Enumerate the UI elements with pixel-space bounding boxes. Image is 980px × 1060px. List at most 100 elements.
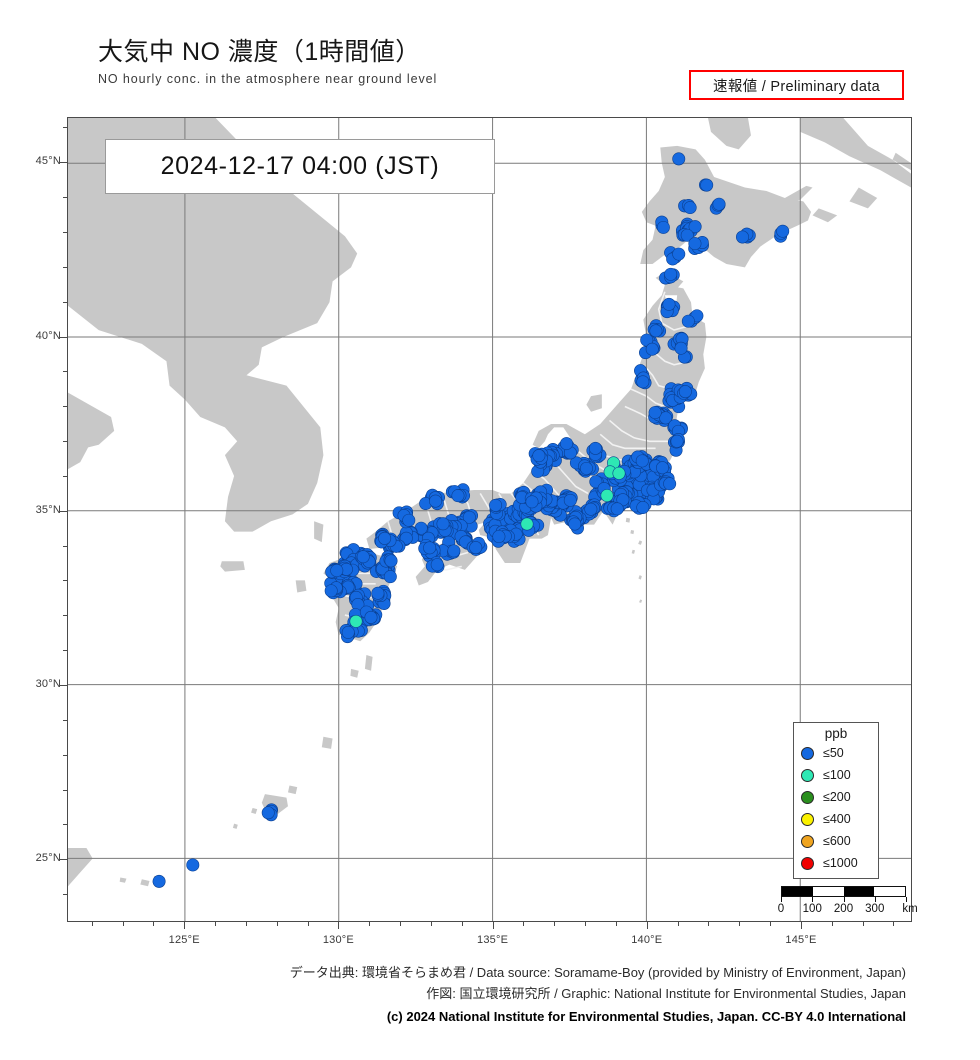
station-marker[interactable] (612, 466, 626, 480)
axis-minor-tick (63, 301, 67, 303)
station-marker[interactable] (678, 385, 692, 399)
station-marker[interactable] (584, 502, 598, 516)
scale-bar-tick-label: 100 (802, 903, 822, 915)
station-marker[interactable] (364, 610, 378, 624)
station-marker[interactable] (324, 584, 338, 598)
station-marker[interactable] (469, 541, 483, 555)
station-marker[interactable] (636, 501, 650, 515)
station-marker[interactable] (662, 297, 676, 311)
station-marker[interactable] (423, 541, 437, 555)
station-marker[interactable] (776, 224, 790, 238)
station-marker[interactable] (649, 324, 663, 338)
station-marker[interactable] (261, 806, 275, 820)
station-marker[interactable] (152, 874, 166, 888)
station-marker[interactable] (656, 461, 669, 475)
axis-minor-tick (122, 922, 124, 926)
station-marker[interactable] (683, 201, 697, 215)
station-marker[interactable] (664, 267, 678, 281)
station-marker[interactable] (560, 437, 574, 451)
station-marker[interactable] (356, 550, 370, 564)
scale-bar-unit-label: km (902, 903, 918, 915)
station-marker[interactable] (635, 454, 649, 468)
legend-color-swatch-icon (801, 834, 814, 848)
lon-tick-label: 140°E (631, 934, 663, 946)
axis-minor-tick (63, 232, 67, 233)
axis-minor-tick (862, 922, 864, 926)
station-marker[interactable] (186, 858, 200, 872)
station-marker[interactable] (462, 510, 476, 524)
station-marker[interactable] (681, 314, 695, 328)
station-marker[interactable] (688, 220, 702, 234)
station-marker[interactable] (371, 586, 385, 600)
station-marker[interactable] (447, 544, 461, 558)
station-marker[interactable] (672, 247, 686, 261)
lon-tick-label: 145°E (785, 934, 817, 946)
station-marker[interactable] (341, 625, 355, 639)
legend-entry-label: ≤1000 (823, 856, 858, 870)
station-marker[interactable] (700, 178, 714, 192)
station-marker[interactable] (525, 495, 539, 509)
station-marker[interactable] (429, 494, 443, 508)
station-marker[interactable] (712, 197, 726, 211)
axis-minor-tick (63, 719, 67, 721)
station-marker[interactable] (532, 449, 546, 463)
axis-minor-tick (63, 650, 67, 652)
axis-minor-tick (554, 922, 556, 926)
station-marker[interactable] (430, 558, 444, 572)
station-marker[interactable] (330, 564, 344, 578)
station-marker[interactable] (383, 570, 397, 584)
scale-bar-tick-label: 200 (833, 903, 854, 915)
axis-minor-tick (60, 336, 67, 338)
station-marker[interactable] (520, 517, 534, 531)
legend-entries: ≤50 ≤100 ≤200 ≤400 ≤600 ≤1000 (794, 742, 878, 874)
axis-minor-tick (63, 406, 67, 408)
station-marker[interactable] (610, 502, 624, 516)
station-marker[interactable] (378, 531, 392, 545)
station-marker[interactable] (349, 614, 363, 628)
lon-tick-label: 130°E (322, 934, 354, 946)
axis-minor-tick (63, 266, 67, 268)
station-marker[interactable] (451, 489, 465, 503)
map-canvas[interactable] (67, 117, 912, 922)
station-marker[interactable] (563, 493, 577, 507)
scale-bar-track (781, 886, 906, 897)
axis-minor-tick (60, 685, 67, 687)
station-marker[interactable] (663, 477, 677, 491)
station-marker[interactable] (736, 230, 749, 244)
axis-minor-tick (739, 922, 741, 926)
axis-minor-tick (430, 922, 432, 926)
station-marker[interactable] (436, 517, 450, 531)
station-marker[interactable] (568, 517, 582, 531)
station-marker[interactable] (656, 220, 670, 234)
station-marker[interactable] (384, 554, 398, 568)
station-marker[interactable] (672, 152, 686, 166)
station-marker[interactable] (489, 498, 503, 512)
axis-minor-tick (215, 922, 217, 926)
station-marker[interactable] (648, 406, 662, 420)
station-marker[interactable] (645, 342, 659, 356)
station-marker[interactable] (680, 228, 694, 242)
station-marker[interactable] (636, 375, 650, 389)
scale-bar-labels: 0 100 200 300 km (777, 903, 918, 917)
station-marker[interactable] (600, 489, 614, 503)
footer-graphic-credit: 作図: 国立環境研究所 / Graphic: National Institut… (426, 985, 906, 1001)
scale-bar-segment (843, 887, 875, 896)
station-marker[interactable] (670, 434, 684, 448)
legend-color-swatch-icon (801, 746, 814, 760)
station-marker[interactable] (402, 513, 416, 527)
station-marker[interactable] (588, 441, 602, 455)
station-marker[interactable] (674, 341, 688, 355)
scale-bar-tick-label: 0 (777, 903, 785, 915)
lat-tick-label: 30°N (35, 678, 61, 691)
legend-title: ppb (824, 726, 848, 741)
station-marker[interactable] (492, 530, 506, 544)
scale-bar-tick (781, 897, 782, 902)
station-marker[interactable] (579, 461, 593, 475)
page-subtitle: NO hourly conc. in the atmosphere near g… (98, 71, 438, 86)
station-marker[interactable] (659, 411, 673, 425)
axis-minor-tick (893, 922, 895, 926)
station-marker[interactable] (688, 237, 702, 251)
lat-tick-label: 35°N (35, 503, 61, 516)
axis-minor-tick (369, 922, 371, 926)
scale-bar-tick (843, 897, 845, 902)
